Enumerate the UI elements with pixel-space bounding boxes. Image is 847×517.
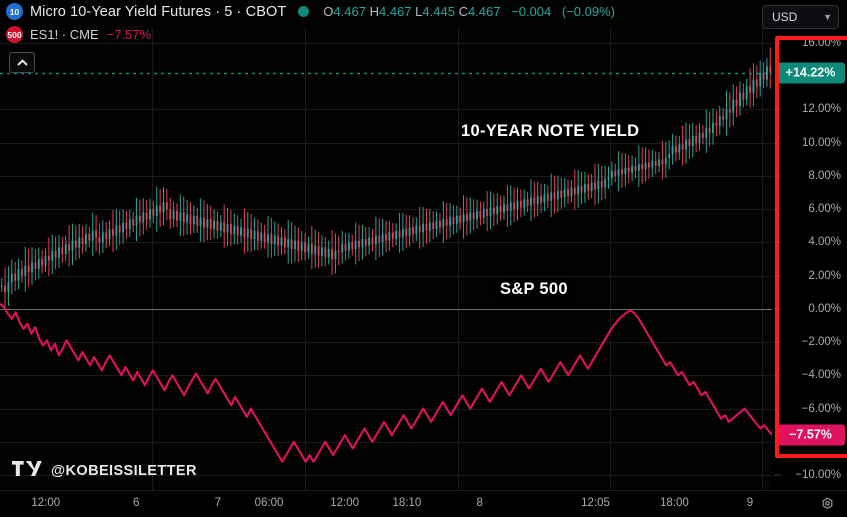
time-axis-tick-label: 8 bbox=[476, 497, 483, 509]
green-circle-icon bbox=[298, 6, 310, 17]
annotation-yield-label: 10-YEAR NOTE YIELD bbox=[461, 122, 640, 140]
ohlc-l-value: 4.445 bbox=[422, 4, 455, 19]
time-axis-tick-label: 18:00 bbox=[659, 497, 689, 509]
chevron-up-icon bbox=[16, 59, 28, 66]
price-axis-tick-label: 6.00% bbox=[808, 203, 841, 216]
ohlc-c-key: C bbox=[458, 4, 468, 19]
last-price-badge-yield[interactable]: +14.22% bbox=[776, 62, 845, 84]
series-sp-500 bbox=[0, 302, 772, 463]
price-axis-tick-mark bbox=[774, 108, 781, 110]
price-axis-tick-label: 16.00% bbox=[801, 36, 841, 49]
price-axis-tick-label: 4.00% bbox=[808, 236, 841, 249]
chart-canvas bbox=[0, 28, 772, 490]
annotation-spx-label: S&P 500 bbox=[500, 280, 568, 298]
ohlc-o-value: 4.467 bbox=[333, 4, 366, 19]
legend-row-symbol1[interactable]: 10 Micro 10-Year Yield Futures · 5 · CBO… bbox=[0, 0, 847, 23]
watermark-handle: @KOBEISSILETTER bbox=[51, 463, 197, 479]
time-axis-tick-label: 18:10 bbox=[392, 497, 422, 509]
ohlc-o-key: O bbox=[323, 4, 334, 19]
time-axis-tick-label: 7 bbox=[214, 497, 221, 509]
chart-plot-area[interactable] bbox=[0, 28, 772, 490]
watermark: @KOBEISSILETTER bbox=[12, 460, 197, 482]
grid-lines bbox=[0, 28, 772, 490]
price-axis-tick-label: −6.00% bbox=[801, 402, 841, 415]
ohlc-values: O4.467 H4.467 L4.445 C4.467 −0.004 (−0.0… bbox=[323, 4, 615, 19]
price-axis-tick-mark bbox=[774, 175, 781, 177]
tradingview-logo-icon bbox=[12, 460, 42, 482]
collapse-pane-button[interactable] bbox=[9, 52, 35, 73]
currency-value: USD bbox=[772, 10, 798, 24]
currency-selector[interactable]: USD ▼ bbox=[762, 5, 839, 29]
price-axis-tick-label: 0.00% bbox=[808, 302, 841, 315]
time-axis-tick-label: 12:00 bbox=[31, 497, 61, 509]
price-axis-tick-label: −4.00% bbox=[801, 369, 841, 382]
time-axis-tick-label: 6 bbox=[132, 497, 140, 509]
ohlc-h-value: 4.467 bbox=[378, 4, 412, 19]
price-axis-tick-label: −2.00% bbox=[801, 336, 841, 349]
price-axis-tick-mark bbox=[774, 341, 781, 343]
last-price-badge-spx[interactable]: −7.57% bbox=[776, 424, 845, 446]
price-axis[interactable]: 16.00% 12.00% 10.00% 8.00% 6.00% 4.00% 2.00% 0.… bbox=[772, 28, 847, 490]
symbol1-title: Micro 10-Year Yield Futures · 5 · CBOT bbox=[30, 3, 287, 20]
time-axis[interactable]: 12:00 6 7 06:00 12:00 18:10 8 12:05 18:00 9 bbox=[0, 490, 847, 517]
chevron-down-icon: ▼ bbox=[823, 12, 832, 22]
price-axis-tick-label: 10.00% bbox=[801, 136, 841, 149]
time-axis-tick-label: 06:00 bbox=[254, 497, 284, 509]
price-axis-tick-mark bbox=[774, 474, 781, 476]
price-axis-tick-mark bbox=[774, 374, 781, 376]
ohlc-l-key: L bbox=[415, 4, 423, 19]
gear-icon[interactable] bbox=[820, 497, 835, 517]
price-axis-tick-label: 8.00% bbox=[808, 169, 841, 182]
symbol-badge-10: 10 bbox=[6, 3, 23, 20]
time-axis-tick-label: 12:05 bbox=[581, 497, 610, 509]
price-axis-tick-mark bbox=[774, 308, 781, 310]
time-axis-tick-label: 12:00 bbox=[330, 497, 359, 509]
ohlc-change-pct: (−0.09%) bbox=[561, 4, 615, 19]
price-axis-tick-label: 2.00% bbox=[808, 269, 841, 282]
ohlc-h-key: H bbox=[369, 4, 379, 19]
price-axis-tick-mark bbox=[774, 241, 781, 243]
series-10-year-note-yield bbox=[0, 47, 772, 308]
price-axis-tick-mark bbox=[774, 275, 781, 277]
price-axis-tick-label: −10.00% bbox=[795, 469, 841, 482]
price-axis-tick-mark bbox=[774, 42, 781, 44]
ohlc-change: −0.004 bbox=[511, 4, 552, 19]
price-axis-tick-mark bbox=[774, 208, 781, 210]
price-axis-tick-label: 12.00% bbox=[801, 103, 841, 116]
price-axis-tick-mark bbox=[774, 408, 781, 410]
ohlc-c-value: 4.467 bbox=[467, 4, 501, 19]
price-axis-tick-mark bbox=[774, 142, 781, 144]
time-axis-tick-label: 9 bbox=[746, 497, 754, 509]
